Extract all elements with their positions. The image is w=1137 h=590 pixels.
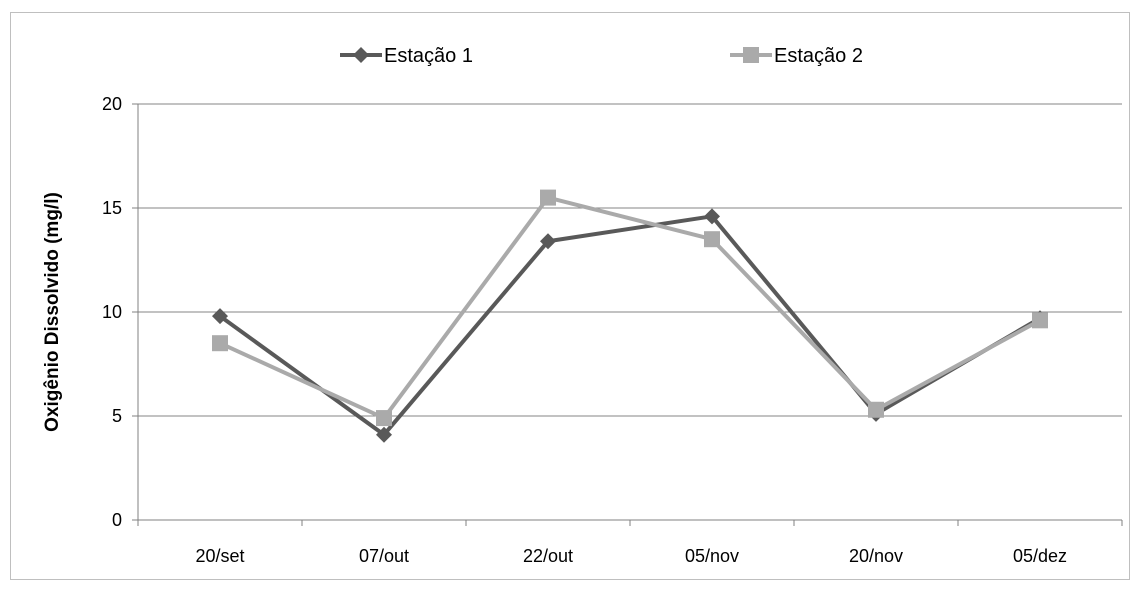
data-point [212, 308, 228, 325]
series-2 [212, 189, 1048, 427]
series-1 [212, 208, 1048, 443]
x-tick-label: 05/nov [685, 546, 739, 566]
legend-swatch-marker [353, 47, 369, 63]
y-axis-title: Oxigênio Dissolvido (mg/l) [42, 192, 63, 432]
data-point [376, 426, 392, 443]
series-line [219, 195, 1041, 421]
data-point [540, 189, 556, 206]
data-point [1032, 312, 1048, 329]
y-tick-label: 10 [102, 302, 122, 322]
x-tick-label: 20/nov [849, 546, 903, 566]
data-point [704, 208, 720, 225]
legend-swatch-marker [743, 47, 759, 63]
legend-label: Estação 2 [774, 45, 863, 67]
data-point [376, 410, 392, 427]
data-point [540, 233, 556, 250]
legend-label: Estação 1 [384, 45, 473, 67]
legend-item: Estação 1 [340, 45, 473, 67]
x-tick-label: 20/set [195, 546, 244, 566]
x-tick-label: 22/out [523, 546, 573, 566]
y-tick-labels: 0 5 10 15 20 [102, 94, 122, 530]
x-tick-label: 05/dez [1013, 546, 1067, 566]
data-point [704, 231, 720, 248]
legend: Estação 1 Estação 2 [340, 45, 863, 67]
x-tick-label: 07/out [359, 546, 409, 566]
data-series [212, 189, 1048, 443]
y-tick-label: 0 [112, 510, 122, 530]
chart-frame [10, 12, 1130, 580]
legend-item: Estação 2 [730, 45, 863, 67]
data-point [212, 335, 228, 352]
gridlines [132, 103, 1123, 526]
y-tick-label: 15 [102, 198, 122, 218]
axes [137, 104, 1122, 521]
y-tick-label: 5 [112, 406, 122, 426]
data-point [868, 401, 884, 418]
y-tick-label: 20 [102, 94, 122, 114]
series-line [218, 214, 1042, 437]
x-tick-labels: 20/set 07/out 22/out 05/nov 20/nov 05/dez [195, 546, 1067, 566]
